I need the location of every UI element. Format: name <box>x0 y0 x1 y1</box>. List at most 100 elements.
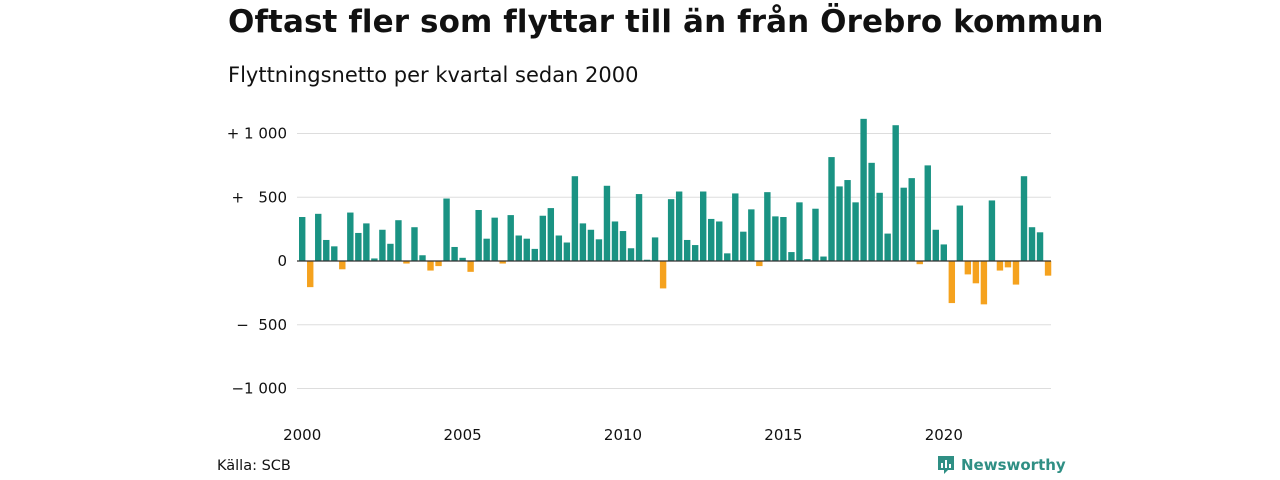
bar <box>860 118 867 261</box>
x-tick-label: 2005 <box>444 426 482 444</box>
bar <box>691 245 699 261</box>
bar <box>724 253 731 261</box>
bar <box>635 194 643 261</box>
bar <box>900 187 907 261</box>
bar <box>804 259 811 261</box>
bar <box>844 180 851 261</box>
bar <box>467 261 474 272</box>
bar <box>708 218 715 262</box>
bar <box>675 191 683 261</box>
y-tick-label: 0 <box>277 252 287 270</box>
source-note: Källa: SCB <box>217 458 291 474</box>
bar <box>371 258 378 261</box>
y-axis-labels: + 1 000 + 500 0 − 500 −1 000 <box>227 125 287 398</box>
bar <box>451 246 458 261</box>
x-tick-label: 2000 <box>283 426 321 444</box>
bar <box>828 157 835 261</box>
bar <box>491 217 498 261</box>
bar <box>812 208 819 261</box>
chart-subtitle: Flyttningsnetto per kvartal sedan 2000 <box>228 63 639 87</box>
bar <box>587 229 595 261</box>
bar <box>387 243 394 261</box>
x-axis-labels: 2000 2005 2010 2015 2020 <box>283 426 963 444</box>
x-tick-label: 2020 <box>925 426 963 444</box>
bar <box>571 176 579 261</box>
bar <box>475 210 482 261</box>
bar <box>1044 261 1052 276</box>
bar <box>956 205 964 261</box>
bar <box>740 231 747 261</box>
y-tick-label: −1 000 <box>231 380 287 398</box>
bar <box>563 242 571 261</box>
newsworthy-logo-icon <box>938 456 954 474</box>
bar <box>667 199 675 261</box>
bar <box>483 238 490 261</box>
bar <box>716 221 723 261</box>
bar <box>732 193 739 262</box>
bar <box>876 192 883 261</box>
bar <box>411 227 418 261</box>
bar <box>764 192 771 261</box>
bar <box>836 186 843 261</box>
bar <box>539 215 546 261</box>
bar <box>547 208 555 261</box>
bar <box>515 235 522 261</box>
y-tick-label: − 500 <box>236 316 287 334</box>
bar <box>796 202 803 261</box>
brand-name: Newsworthy <box>961 456 1066 474</box>
bar <box>1004 261 1012 268</box>
bar <box>339 261 346 270</box>
bar <box>908 178 915 262</box>
bar <box>940 244 947 261</box>
bar <box>1036 232 1044 261</box>
bar <box>379 229 386 261</box>
bar <box>299 217 306 261</box>
bar <box>507 215 514 261</box>
bar <box>307 261 314 288</box>
bar <box>772 216 779 262</box>
x-tick-label: 2010 <box>604 426 642 444</box>
bar <box>892 125 899 262</box>
bar <box>964 261 972 275</box>
bar <box>643 259 651 261</box>
bar <box>868 162 875 261</box>
bar <box>748 209 755 261</box>
bar <box>403 261 410 264</box>
bar <box>1028 227 1036 261</box>
bar <box>683 239 691 261</box>
bar <box>427 261 434 271</box>
bar <box>820 256 827 261</box>
bar <box>932 229 939 261</box>
bars <box>299 118 1052 305</box>
bar <box>443 198 450 262</box>
bar <box>459 257 466 261</box>
bar <box>884 233 891 261</box>
bar <box>555 235 563 261</box>
bar <box>948 261 956 304</box>
bar <box>395 220 402 261</box>
y-tick-label: + 1 000 <box>227 125 287 143</box>
bar <box>780 217 787 261</box>
brand-logo[interactable]: Newsworthy <box>937 455 1066 475</box>
bar <box>523 238 530 261</box>
bar <box>1020 176 1028 261</box>
bar <box>996 261 1004 271</box>
y-tick-label: + 500 <box>231 188 287 206</box>
bar <box>363 223 370 261</box>
bar <box>315 213 322 261</box>
bar <box>924 165 931 262</box>
bar <box>988 200 996 261</box>
bar <box>788 252 795 261</box>
bar <box>355 232 362 261</box>
bar <box>980 261 988 305</box>
bar <box>619 231 627 261</box>
bar <box>611 221 619 261</box>
bar <box>435 261 442 267</box>
bar <box>499 261 506 264</box>
bar <box>323 239 330 261</box>
bar <box>627 248 635 261</box>
bar <box>1012 261 1020 285</box>
bar-chart: + 1 000 + 500 0 − 500 −1 000 2000 2005 2010 201… <box>227 118 1052 444</box>
chart-title: Oftast fler som flyttar till än från Öre… <box>228 4 1104 40</box>
bar <box>659 261 667 289</box>
